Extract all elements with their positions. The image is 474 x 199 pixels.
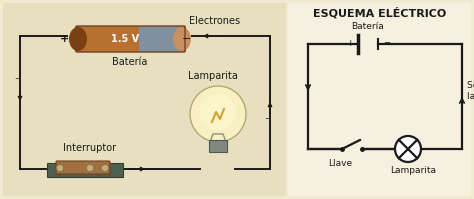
- FancyBboxPatch shape: [288, 3, 471, 196]
- Circle shape: [86, 165, 93, 172]
- Text: +: +: [60, 34, 70, 44]
- FancyBboxPatch shape: [139, 26, 183, 52]
- FancyBboxPatch shape: [209, 140, 227, 152]
- Text: 1.5 V: 1.5 V: [111, 34, 139, 44]
- Text: Batería: Batería: [352, 22, 384, 31]
- Ellipse shape: [69, 27, 87, 51]
- Text: Interruptor: Interruptor: [64, 143, 117, 153]
- FancyBboxPatch shape: [56, 161, 110, 174]
- Text: Sentido de
la corriente: Sentido de la corriente: [467, 81, 474, 101]
- Circle shape: [395, 136, 421, 162]
- Text: Lamparita: Lamparita: [188, 71, 238, 81]
- Ellipse shape: [173, 27, 191, 51]
- Text: +: +: [346, 38, 354, 48]
- FancyBboxPatch shape: [47, 163, 123, 177]
- Circle shape: [101, 165, 109, 172]
- Text: Lamparita: Lamparita: [390, 166, 436, 175]
- Text: −: −: [182, 34, 191, 44]
- FancyBboxPatch shape: [3, 3, 286, 196]
- Circle shape: [56, 165, 64, 172]
- Text: Batería: Batería: [112, 57, 148, 67]
- Text: −: −: [218, 33, 224, 39]
- Circle shape: [200, 94, 236, 130]
- Circle shape: [190, 86, 246, 142]
- Text: −: −: [14, 76, 20, 82]
- Text: Llave: Llave: [328, 159, 352, 168]
- Text: −: −: [264, 116, 270, 122]
- Text: Electrones: Electrones: [190, 16, 241, 26]
- FancyBboxPatch shape: [75, 26, 186, 52]
- Text: −: −: [127, 166, 133, 172]
- Text: −: −: [383, 38, 391, 48]
- Text: ESQUEMA ELÉCTRICO: ESQUEMA ELÉCTRICO: [313, 7, 447, 19]
